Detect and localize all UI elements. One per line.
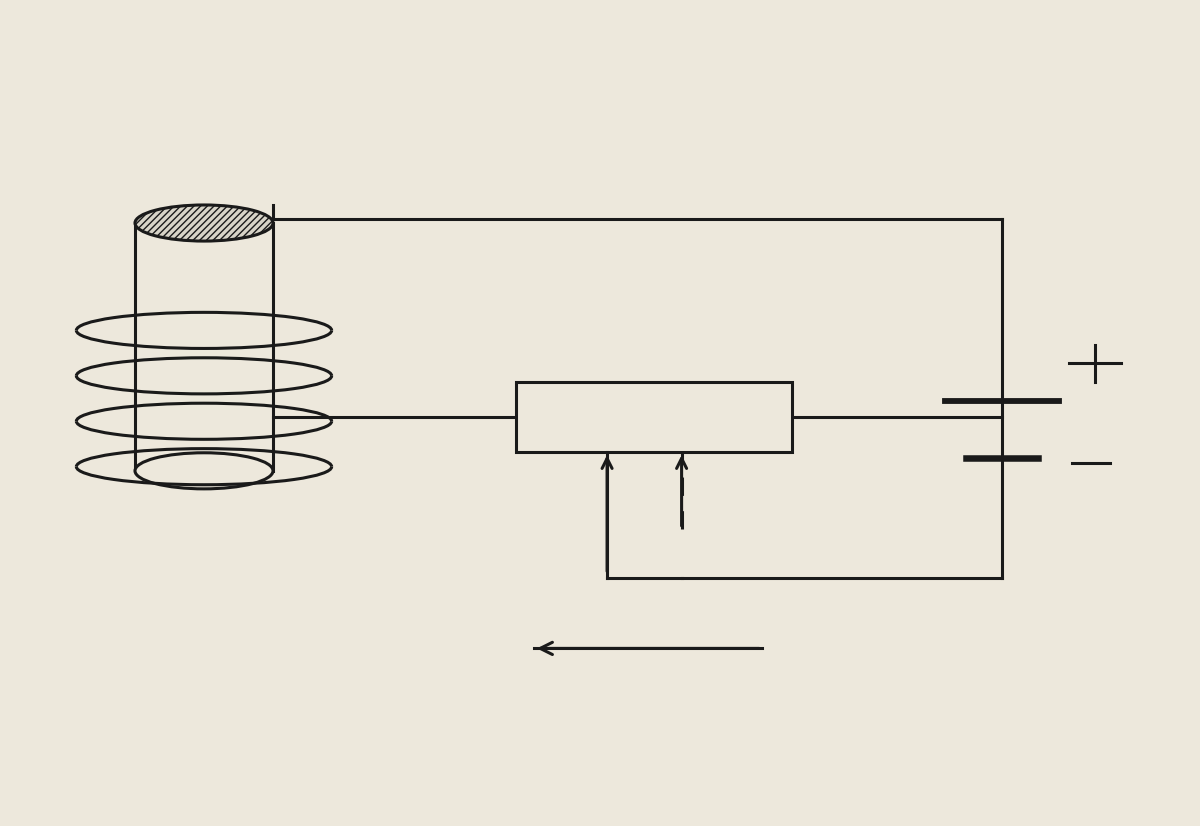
Ellipse shape — [136, 205, 274, 241]
Bar — [516, 382, 792, 453]
Ellipse shape — [136, 453, 274, 489]
